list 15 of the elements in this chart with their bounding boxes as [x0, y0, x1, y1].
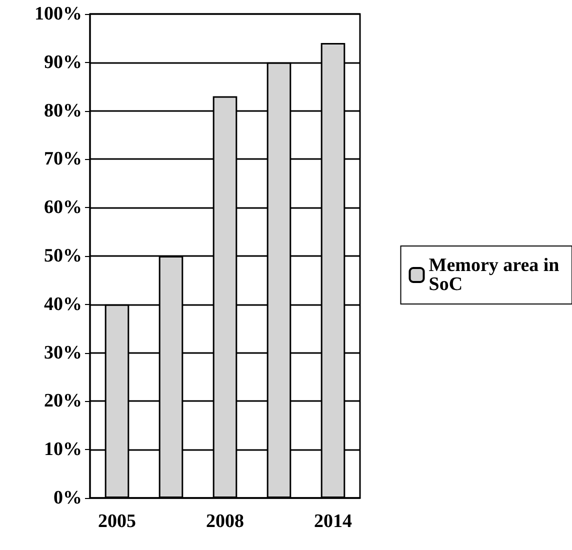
y-tick-label: 50%: [44, 246, 82, 266]
y-tick-label: 10%: [44, 439, 82, 460]
y-tick-label: 100%: [34, 4, 82, 24]
y-tick-label: 70%: [44, 148, 82, 170]
y-tick-label: 90%: [44, 52, 82, 73]
x-tick-label: 2005: [98, 511, 136, 532]
y-tick-label: 20%: [44, 390, 82, 412]
y-tick-label: 0%: [54, 488, 82, 508]
y-tick-label: 60%: [44, 197, 82, 218]
y-tick-label: 40%: [44, 294, 82, 315]
legend-label: Memory area in SoC: [428, 255, 564, 295]
y-tick-label: 80%: [44, 100, 82, 122]
x-tick-label: 2008: [206, 511, 244, 532]
x-tick-label: 2014: [314, 511, 352, 532]
y-tick-label: 30%: [44, 342, 82, 364]
